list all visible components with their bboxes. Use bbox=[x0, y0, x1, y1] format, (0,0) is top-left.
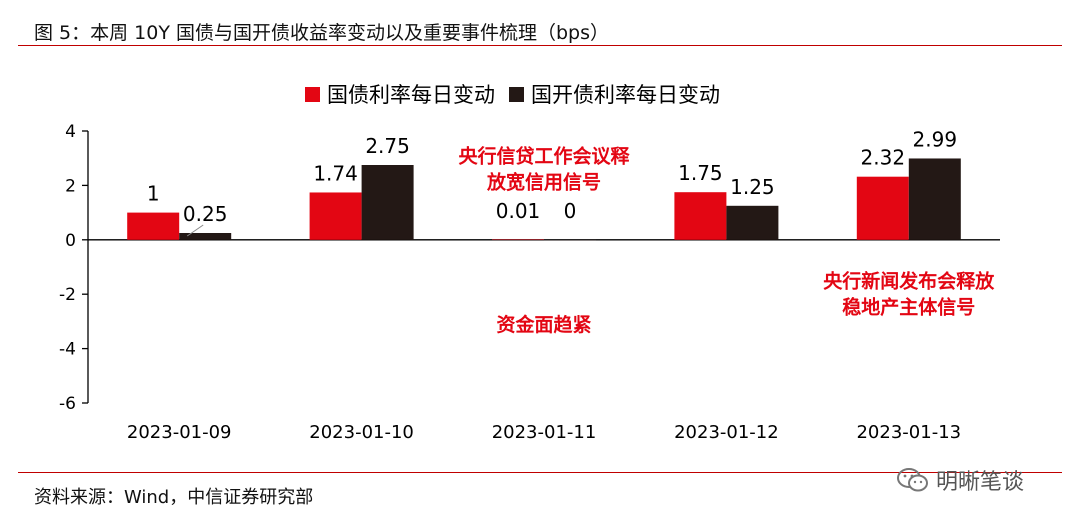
legend: 国债利率每日变动 国开债利率每日变动 bbox=[305, 83, 720, 107]
annotation-text: 稳地产主体信号 bbox=[842, 295, 975, 318]
bar bbox=[127, 212, 180, 240]
title-divider bbox=[18, 45, 1062, 46]
bars bbox=[127, 158, 961, 241]
data-label: 0 bbox=[564, 199, 577, 223]
x-tick-label: 2023-01-10 bbox=[309, 422, 414, 443]
data-label: 2.32 bbox=[861, 146, 906, 170]
wechat-icon bbox=[897, 468, 928, 492]
annotation-text: 央行新闻发布会释放 bbox=[823, 269, 995, 292]
value-labels: 1 1.74 0.01 1.75 2.32 0.25 2.75 0 1.25 2.99 bbox=[147, 127, 958, 237]
data-label: 1 bbox=[147, 182, 160, 206]
data-label: 2.99 bbox=[913, 127, 958, 151]
y-tick-label: 2 bbox=[65, 176, 76, 196]
bar-chart: 国债利率每日变动 国开债利率每日变动 -6 -4 -2 0 2 4 2023-01-09 202… bbox=[59, 83, 1000, 443]
data-label: 1.74 bbox=[313, 161, 358, 185]
bar bbox=[492, 239, 544, 241]
x-tick-label: 2023-01-13 bbox=[856, 422, 961, 443]
bar bbox=[309, 192, 362, 240]
legend-swatch bbox=[305, 87, 320, 102]
bar bbox=[908, 158, 961, 240]
annotation-text: 放宽信用信号 bbox=[486, 170, 601, 193]
bar bbox=[544, 239, 596, 241]
watermark: 明晰笔谈 bbox=[896, 464, 1024, 496]
bar bbox=[179, 233, 232, 240]
bar bbox=[674, 192, 727, 240]
x-tick-label: 2023-01-09 bbox=[127, 422, 232, 443]
figure-title: 图 5：本周 10Y 国债与国开债收益率变动以及重要事件梳理（bps） bbox=[34, 22, 610, 44]
y-tick-label: -4 bbox=[59, 340, 76, 360]
bar bbox=[361, 165, 414, 240]
bar bbox=[856, 176, 909, 240]
axes: -6 -4 -2 0 2 4 2023-01-09 2023-01-10 2023-01-11 2… bbox=[59, 122, 1000, 443]
data-label: 0.01 bbox=[496, 199, 541, 223]
source-note: 资料来源：Wind，中信证券研究部 bbox=[34, 487, 314, 508]
legend-label: 国开债利率每日变动 bbox=[531, 83, 720, 107]
legend-swatch bbox=[509, 87, 524, 102]
data-label-leader bbox=[186, 224, 204, 237]
data-label: 2.75 bbox=[365, 134, 410, 158]
y-tick-label: -2 bbox=[59, 285, 76, 305]
legend-label: 国债利率每日变动 bbox=[327, 83, 495, 107]
bar bbox=[726, 205, 779, 240]
data-label: 1.75 bbox=[678, 161, 723, 185]
data-label: 1.25 bbox=[730, 175, 775, 199]
annotation-text: 央行信贷工作会议释 bbox=[458, 144, 630, 167]
y-tick-label: 0 bbox=[65, 231, 76, 251]
y-tick-label: 4 bbox=[65, 122, 76, 142]
data-label: 0.25 bbox=[183, 202, 228, 226]
watermark-text: 明晰笔谈 bbox=[936, 470, 1025, 495]
x-tick-label: 2023-01-12 bbox=[674, 422, 779, 443]
y-tick-label: -6 bbox=[59, 394, 76, 414]
annotation-text: 资金面趋紧 bbox=[496, 313, 591, 336]
x-tick-label: 2023-01-11 bbox=[492, 422, 597, 443]
source-divider bbox=[18, 472, 1062, 473]
